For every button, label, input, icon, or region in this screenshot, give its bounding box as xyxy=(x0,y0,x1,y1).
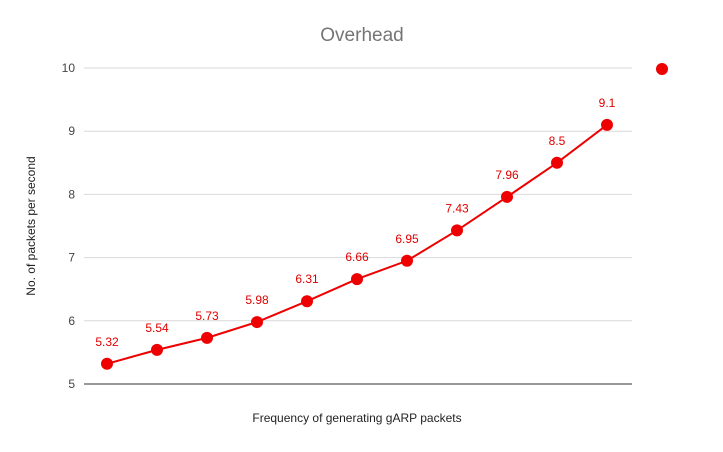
data-label: 6.66 xyxy=(345,250,369,264)
y-tick-label: 7 xyxy=(68,251,75,265)
data-point xyxy=(501,190,513,203)
y-tick-label: 8 xyxy=(68,187,75,201)
data-label: 5.98 xyxy=(245,293,269,307)
data-label: 5.73 xyxy=(195,309,219,323)
data-point xyxy=(151,343,163,356)
data-label: 6.95 xyxy=(395,232,419,246)
y-tick-label: 6 xyxy=(68,314,75,328)
data-labels: 5.32 5.54 5.73 5.98 6.31 6.66 6.95 7.43 7.96 8.5 9… xyxy=(95,96,615,349)
y-tick-label: 10 xyxy=(62,61,76,75)
data-label: 9.1 xyxy=(599,96,616,110)
chart-title: Overhead xyxy=(320,25,403,46)
gridlines xyxy=(84,67,632,385)
data-point xyxy=(401,254,413,267)
series-line xyxy=(106,124,608,365)
data-label: 5.32 xyxy=(95,335,119,349)
data-label: 7.43 xyxy=(445,201,469,215)
y-axis-ticks: 5 6 7 8 9 10 xyxy=(62,61,76,391)
data-point xyxy=(351,273,363,286)
x-axis-label: Frequency of generating gARP packets xyxy=(252,411,461,425)
data-label: 5.54 xyxy=(145,321,169,335)
data-label: 6.31 xyxy=(295,272,319,286)
data-label: 7.96 xyxy=(495,168,519,182)
data-label: 8.5 xyxy=(549,134,566,148)
y-axis-label: No. of packets per second xyxy=(24,156,38,295)
y-tick-label: 9 xyxy=(68,124,75,138)
data-point xyxy=(101,357,113,370)
data-point xyxy=(601,118,613,131)
legend-marker xyxy=(656,63,668,75)
data-point xyxy=(451,224,463,237)
data-points xyxy=(101,118,613,370)
data-point xyxy=(251,316,263,329)
data-point xyxy=(551,156,563,169)
data-point xyxy=(301,295,313,308)
y-tick-label: 5 xyxy=(68,377,75,391)
data-point xyxy=(201,331,213,344)
